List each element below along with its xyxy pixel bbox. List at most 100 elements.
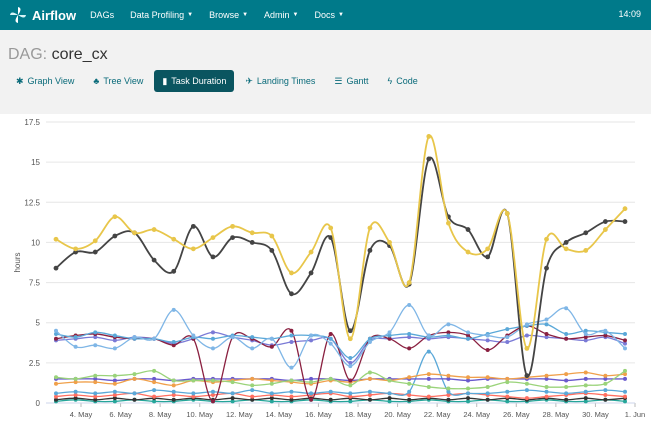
data-point (465, 249, 471, 255)
data-point (544, 322, 549, 327)
data-point (524, 333, 529, 338)
data-point (544, 265, 549, 271)
tab-label: Task Duration (171, 76, 227, 86)
tab-landing-times[interactable]: ✈ Landing Times (237, 70, 323, 92)
data-point (289, 378, 294, 383)
data-point (112, 333, 117, 338)
data-point (92, 238, 98, 244)
data-point (289, 270, 294, 276)
data-point (171, 378, 176, 383)
tab-graph-view[interactable]: ✱ Graph View (8, 70, 82, 92)
data-point (603, 388, 608, 393)
data-point (446, 333, 451, 338)
data-point (603, 373, 608, 378)
tab-label: Landing Times (256, 76, 316, 86)
data-point (505, 335, 510, 340)
data-point (309, 338, 314, 343)
data-point (544, 394, 549, 399)
x-tick-label: 12. May (226, 410, 253, 419)
y-tick-label: 5 (36, 319, 41, 328)
tab-tree-view[interactable]: ♣ Tree View (85, 70, 151, 92)
tab-code[interactable]: ϟ Code (380, 70, 426, 92)
data-point (466, 391, 471, 396)
data-point (583, 248, 589, 253)
data-point (583, 396, 588, 401)
data-point (347, 336, 353, 342)
data-point (348, 383, 353, 388)
data-point (190, 223, 196, 229)
data-point (309, 376, 314, 381)
data-point (602, 227, 608, 232)
data-point (446, 389, 451, 394)
data-point (73, 335, 78, 340)
data-point (544, 317, 549, 322)
nav-item-label: Admin (264, 10, 290, 20)
data-point (426, 349, 431, 354)
data-point (230, 335, 235, 340)
data-point (191, 378, 196, 383)
data-point (544, 335, 549, 340)
x-tick-label: 10. May (186, 410, 213, 419)
data-point (309, 397, 314, 402)
nav-item-label: Data Profiling (130, 10, 185, 20)
data-point (289, 328, 294, 333)
data-point (112, 399, 117, 404)
nav-item-label: Docs (314, 10, 336, 20)
nav-item-data-profiling[interactable]: Data Profiling ▼ (130, 10, 193, 20)
x-tick-label: 30. May (582, 410, 609, 419)
data-point (54, 336, 58, 341)
nav-item-label: DAGs (90, 10, 115, 20)
brand[interactable]: Airflow (8, 5, 76, 25)
series-line (55, 392, 626, 399)
data-point (485, 333, 490, 338)
data-point (524, 388, 529, 393)
nav-item-browse[interactable]: Browse ▼ (209, 10, 248, 20)
data-point (563, 246, 569, 252)
tab-label: Graph View (27, 76, 75, 86)
x-tick-label: 26. May (503, 410, 530, 419)
data-point (348, 364, 353, 369)
data-point (564, 372, 569, 377)
top-navbar: Airflow DAGs Data Profiling ▼ Browse ▼ Admin ▼… (0, 0, 651, 30)
data-point (112, 233, 118, 239)
data-point (583, 370, 588, 375)
data-point (485, 348, 490, 353)
data-point (54, 331, 58, 336)
data-point (602, 219, 608, 224)
series-0 (53, 134, 628, 351)
caret-down-icon: ▼ (292, 12, 299, 18)
tab-gantt[interactable]: ☰ Gantt (326, 70, 376, 92)
data-point (347, 328, 353, 334)
data-point (250, 388, 255, 393)
data-point (348, 378, 353, 383)
series-9 (54, 349, 627, 396)
data-point (54, 328, 58, 333)
data-point (191, 394, 196, 399)
data-point (387, 391, 392, 396)
data-point (446, 397, 451, 402)
data-point (328, 331, 333, 336)
y-tick-label: 2.5 (29, 359, 41, 368)
data-point (485, 397, 490, 402)
data-point (623, 389, 627, 394)
tab-task-duration[interactable]: ▮ Task Duration (154, 70, 235, 92)
data-point (603, 381, 608, 386)
series-6 (54, 368, 627, 391)
data-point (289, 365, 294, 370)
flash-icon: ϟ (387, 76, 393, 86)
data-point (230, 391, 235, 396)
y-tick-label: 7.5 (29, 279, 41, 288)
data-point (623, 368, 627, 373)
data-point (171, 339, 176, 344)
nav-item-docs[interactable]: Docs ▼ (315, 10, 344, 20)
x-tick-label: 28. May (543, 410, 570, 419)
data-point (132, 230, 137, 236)
data-point (230, 399, 235, 404)
nav-item-dags[interactable]: DAGs (90, 10, 114, 20)
data-point (505, 327, 510, 332)
data-point (54, 375, 58, 380)
nav-item-admin[interactable]: Admin ▼ (264, 10, 298, 20)
data-point (289, 339, 294, 344)
data-point (583, 331, 588, 336)
data-point (446, 373, 451, 378)
